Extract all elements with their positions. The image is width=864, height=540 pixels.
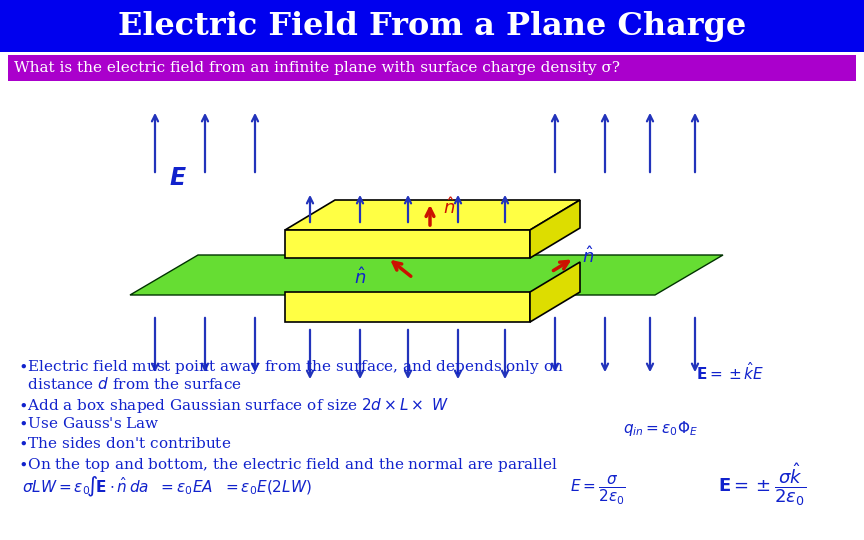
Text: $\bullet$Use Gauss's Law: $\bullet$Use Gauss's Law: [18, 416, 160, 431]
Text: distance $d$ from the surface: distance $d$ from the surface: [18, 376, 242, 392]
Text: $\bullet$Add a box shaped Gaussian surface of size $2d \times L \times$ $W$: $\bullet$Add a box shaped Gaussian surfa…: [18, 396, 449, 415]
Polygon shape: [285, 230, 530, 258]
Bar: [0, 0, 864, 52]
Text: $\bullet$Electric field must point away from the surface, and depends only on: $\bullet$Electric field must point away …: [18, 358, 564, 376]
Text: $E = \dfrac{\sigma}{2\varepsilon_0}$: $E = \dfrac{\sigma}{2\varepsilon_0}$: [570, 475, 626, 508]
Text: $\bullet$On the top and bottom, the electric field and the normal are parallel: $\bullet$On the top and bottom, the elec…: [18, 456, 558, 474]
Bar: [8, 55, 856, 81]
Text: E: E: [170, 166, 186, 190]
Text: Electric Field From a Plane Charge: Electric Field From a Plane Charge: [118, 11, 746, 43]
Polygon shape: [285, 292, 530, 322]
Text: $\bullet$The sides don't contribute: $\bullet$The sides don't contribute: [18, 436, 232, 451]
Polygon shape: [130, 255, 723, 295]
Text: $\sigma LW = \varepsilon_0\!\int\!\mathbf{E}\cdot\hat{n}\,da\ \ =\varepsilon_0 E: $\sigma LW = \varepsilon_0\!\int\!\mathb…: [22, 475, 312, 499]
Polygon shape: [285, 200, 580, 230]
Text: $\hat{n}$: $\hat{n}$: [582, 247, 594, 267]
Text: $\hat{n}$: $\hat{n}$: [354, 268, 366, 288]
Text: $q_{in} = \varepsilon_0\Phi_E$: $q_{in} = \varepsilon_0\Phi_E$: [623, 419, 697, 438]
Text: $\hat{n}$: $\hat{n}$: [443, 198, 455, 218]
Text: $\mathbf{E} = \pm\hat{k}E$: $\mathbf{E} = \pm\hat{k}E$: [696, 361, 764, 383]
Text: $\mathbf{E} = \pm\dfrac{\sigma\hat{k}}{2\varepsilon_0}$: $\mathbf{E} = \pm\dfrac{\sigma\hat{k}}{2…: [718, 462, 806, 508]
Text: What is the electric field from an infinite plane with surface charge density σ?: What is the electric field from an infin…: [14, 61, 620, 75]
Polygon shape: [530, 200, 580, 258]
Polygon shape: [530, 262, 580, 322]
